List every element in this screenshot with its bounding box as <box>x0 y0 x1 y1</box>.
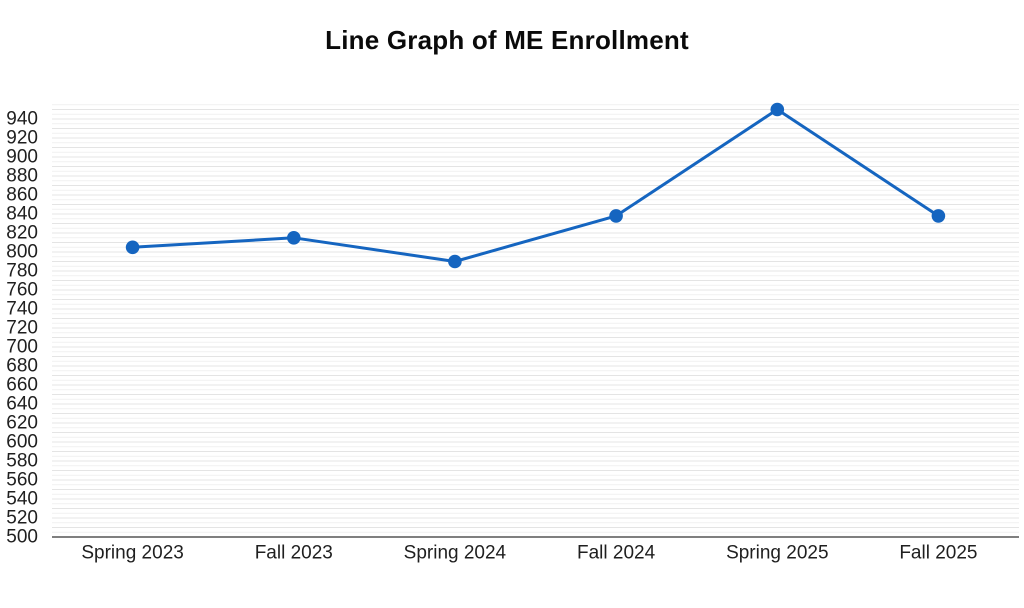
data-series <box>125 102 946 269</box>
data-point <box>125 240 140 255</box>
x-axis-tick-labels: Spring 2023 Fall 2023 Spring 2024 Fall 2024… <box>81 543 977 564</box>
series-line <box>131 108 940 263</box>
y-tick-label: 580 <box>6 451 38 472</box>
data-point <box>931 209 946 223</box>
y-tick-label: 900 <box>6 147 38 168</box>
y-tick-label: 860 <box>6 185 38 206</box>
y-tick-label: 680 <box>6 356 38 377</box>
y-tick-label: 760 <box>6 280 38 301</box>
data-point <box>770 102 785 117</box>
y-tick-label: 820 <box>6 223 38 244</box>
y-tick-label: 780 <box>6 261 38 282</box>
y-tick-label: 660 <box>6 375 38 396</box>
x-tick-label: Fall 2024 <box>577 543 656 564</box>
data-point <box>448 254 462 269</box>
x-tick-label: Spring 2025 <box>726 543 828 564</box>
y-tick-label: 880 <box>6 166 38 187</box>
x-tick-label: Fall 2025 <box>899 543 977 564</box>
y-tick-label: 540 <box>6 489 38 510</box>
y-tick-label: 600 <box>6 432 38 453</box>
y-tick-label: 720 <box>6 318 38 339</box>
y-tick-label: 740 <box>6 299 38 320</box>
data-point <box>609 209 623 223</box>
y-tick-label: 920 <box>6 128 38 149</box>
y-tick-label: 840 <box>6 204 38 225</box>
y-tick-label: 520 <box>6 508 38 529</box>
y-tick-label: 620 <box>6 413 38 434</box>
x-tick-label: Spring 2023 <box>81 543 183 564</box>
data-point <box>287 231 301 245</box>
y-tick-label: 640 <box>6 394 38 415</box>
y-axis-tick-labels: 5005205405605806006206406606807007207407… <box>6 109 38 548</box>
chart-title: Line Graph of ME Enrollment <box>325 25 689 55</box>
y-tick-label: 560 <box>6 470 38 491</box>
y-tick-label: 700 <box>6 337 38 358</box>
y-tick-label: 800 <box>6 242 38 263</box>
x-tick-label: Fall 2023 <box>255 543 333 564</box>
y-tick-label: 500 <box>6 527 38 548</box>
x-tick-label: Spring 2024 <box>404 543 507 564</box>
y-tick-label: 940 <box>6 109 38 130</box>
gridlines <box>52 104 1019 533</box>
